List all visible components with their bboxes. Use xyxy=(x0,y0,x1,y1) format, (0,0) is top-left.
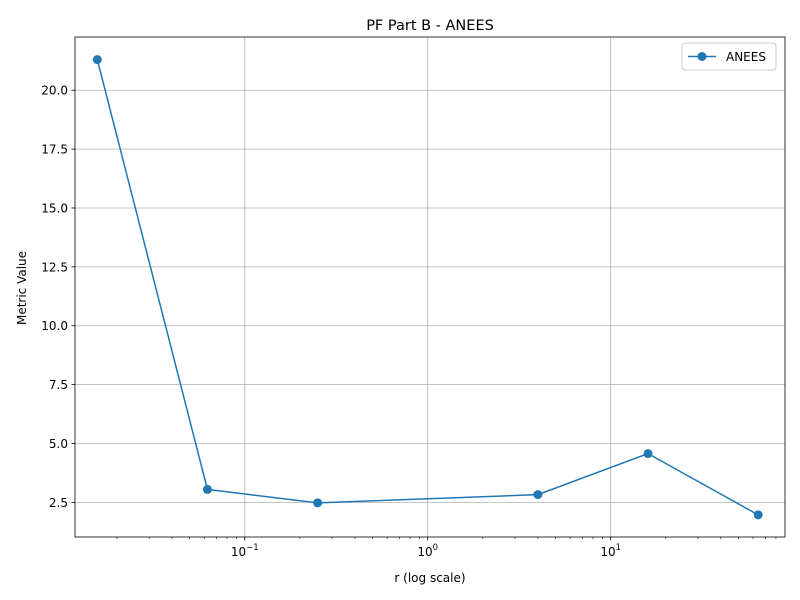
y-tick-label: 20.0 xyxy=(41,84,68,98)
y-tick-label: 15.0 xyxy=(41,201,68,215)
chart-title: PF Part B - ANEES xyxy=(366,18,494,34)
series-layer xyxy=(92,55,763,520)
legend-box xyxy=(681,42,777,71)
legend-marker xyxy=(697,52,707,61)
data-point xyxy=(753,510,763,520)
x-axis-label: r (log scale) xyxy=(394,571,465,585)
y-axis-label: Metric Value xyxy=(15,251,29,325)
y-tick-label: 5.0 xyxy=(49,437,68,451)
data-point xyxy=(92,55,102,65)
grid xyxy=(75,37,785,537)
data-point xyxy=(313,498,323,508)
plot-frame xyxy=(74,36,786,538)
axes: 10−1 100 101 2.5 5.0 7.5 10.0 12.5 15.0 17.5 20.0 xyxy=(41,36,786,559)
legend-label: ANEES xyxy=(726,50,766,64)
data-point xyxy=(202,484,212,494)
y-tick-label: 2.5 xyxy=(49,496,68,510)
data-point xyxy=(533,490,543,500)
y-tick-label: 7.5 xyxy=(49,378,68,392)
x-tick-label: 100 xyxy=(417,543,438,559)
legend: ANEES xyxy=(681,42,777,71)
y-tick-label: 12.5 xyxy=(41,260,68,274)
x-tick-label: 101 xyxy=(600,543,621,559)
series-line-anees xyxy=(96,59,759,516)
x-tick-label: 10−1 xyxy=(231,543,259,559)
y-tick-label: 17.5 xyxy=(41,143,68,157)
data-point xyxy=(643,449,653,459)
y-tick-label: 10.0 xyxy=(41,319,68,333)
